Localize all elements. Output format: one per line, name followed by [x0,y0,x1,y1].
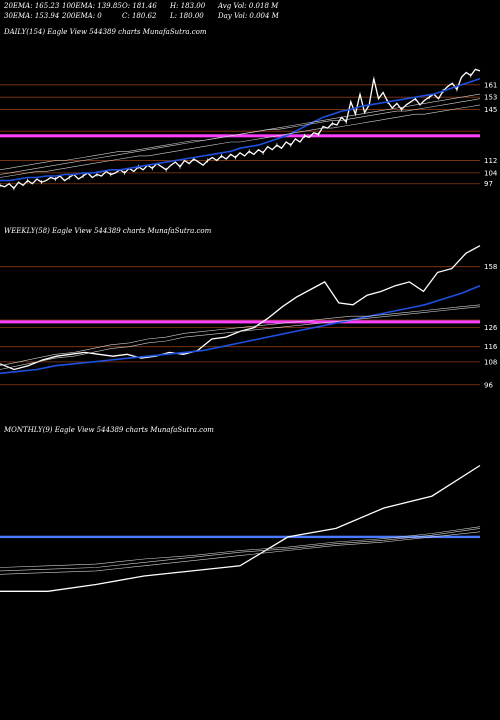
close-readout: C: 180.62 [122,12,157,20]
high-readout: H: 183.00 [170,2,206,10]
open-readout: O: 181.46 [122,2,157,10]
daily-y-tick-label: 112 [484,157,497,165]
monthly-price-line [0,464,481,592]
weekly-ema-slow-line [0,304,481,366]
avg-vol-readout: Avg Vol: 0.018 M [218,2,279,10]
monthly-ema-slow-line [0,531,481,575]
daily-y-tick-label: 145 [484,106,497,114]
low-readout: L: 180.00 [170,12,204,20]
daily-ema-fast-line [0,77,481,182]
daily-y-tick-label: 104 [484,169,498,177]
ema200-readout: 200EMA: 0 [62,12,102,20]
weekly-y-tick-label: 158 [484,263,497,271]
ema20-readout: 20EMA: 165.23 [4,2,60,10]
monthly-panel-title: MONTHLY(9) Eagle View 544389 charts Muna… [4,426,214,434]
weekly-magenta-band [0,320,480,324]
ema30-readout: 30EMA: 153.94 [4,12,60,20]
weekly-ema-slow-line [0,306,481,370]
monthly-ema-slow-line [0,526,481,568]
daily-panel-title: DAILY(154) Eagle View 544389 charts Muna… [4,28,207,36]
daily-price-line [0,68,481,190]
ema100-readout: 100EMA: 139.85 [62,2,122,10]
daily-y-tick-label: 97 [484,180,493,188]
monthly-blue-band [0,535,480,539]
weekly-panel-title: WEEKLY(58) Eagle View 544389 charts Muna… [4,227,212,235]
weekly-y-tick-label: 126 [484,324,498,332]
weekly-y-tick-label: 116 [484,343,498,351]
weekly-y-tick-label: 96 [484,381,493,389]
daily-magenta-band [0,134,480,138]
daily-y-tick-label: 153 [484,94,497,102]
daily-y-tick-label: 161 [484,81,497,89]
daily-ema-slow-line [0,104,481,178]
day-vol-readout: Day Vol: 0.004 M [218,12,279,20]
weekly-ema-fast-line [0,284,481,375]
monthly-ema-slow-line [0,528,481,572]
daily-ema-slow-line [0,98,481,171]
weekly-y-tick-label: 108 [484,358,497,366]
